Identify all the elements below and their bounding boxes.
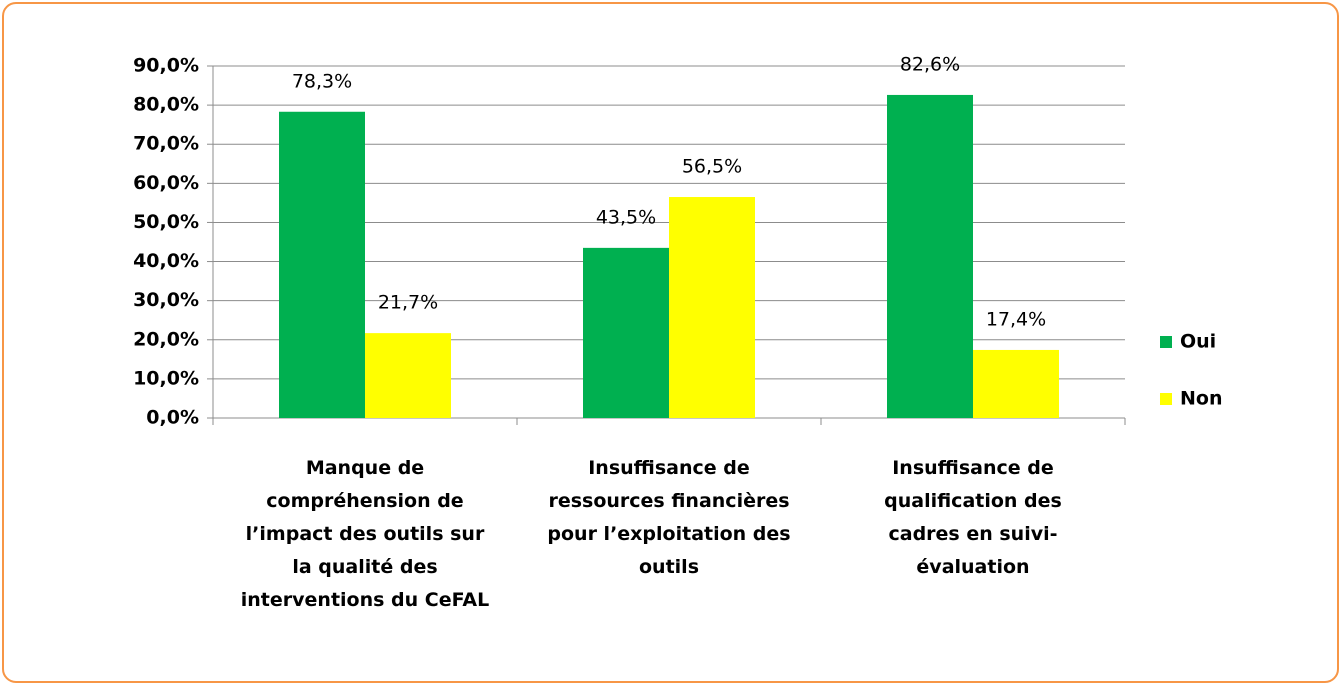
y-tick-label: 90,0% [133,55,199,77]
bar [669,197,755,418]
bar [973,349,1059,418]
y-tick-label: 50,0% [133,211,199,233]
y-tick-label: 10,0% [133,367,199,389]
legend-label: Oui [1180,331,1216,353]
x-tick-label: Manque de compréhension de l’impact des … [240,457,490,611]
y-tick-label: 60,0% [133,172,199,194]
x-tick-label: Insuffisance de qualification des cadres… [884,457,1062,578]
y-tick-label: 40,0% [133,250,199,272]
y-tick-label: 0,0% [146,407,199,429]
x-tick-label: Insuffisance de ressources financières p… [547,457,791,578]
data-label: 43,5% [596,206,656,228]
legend-swatch [1160,393,1172,405]
y-tick-label: 70,0% [133,133,199,155]
bar [887,94,973,418]
data-label: 17,4% [986,308,1046,330]
data-label: 56,5% [682,156,742,178]
data-label: 21,7% [378,292,438,314]
bar [279,111,365,418]
y-tick-label: 30,0% [133,289,199,311]
y-tick-label: 20,0% [133,328,199,350]
legend-swatch [1160,336,1172,348]
y-tick-label: 80,0% [133,94,199,116]
legend-label: Non [1180,388,1222,410]
data-label: 82,6% [900,53,960,75]
bar [365,333,451,418]
bar [583,247,669,418]
data-label: 78,3% [292,70,352,92]
